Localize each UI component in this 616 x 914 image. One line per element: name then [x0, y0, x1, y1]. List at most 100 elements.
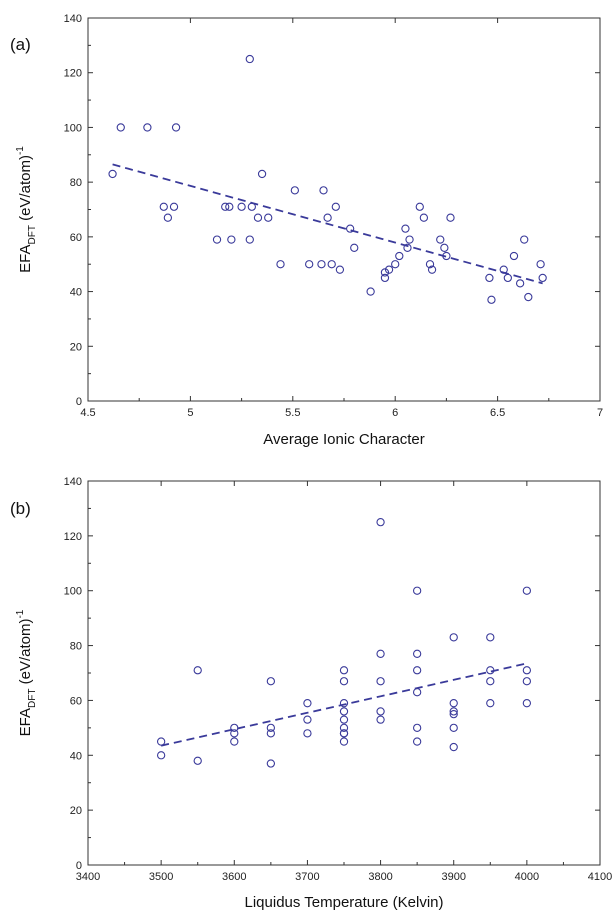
data-point [245, 54, 254, 64]
y-tick-label: 20 [70, 805, 82, 817]
data-point [425, 260, 435, 269]
data-point [317, 260, 326, 269]
data-point [339, 707, 349, 716]
data-point [339, 666, 349, 675]
data-point [303, 715, 312, 724]
y-tick-label: 0 [76, 396, 82, 408]
data-point [486, 699, 495, 708]
y-tick-label: 80 [70, 641, 82, 653]
data-point [449, 707, 458, 716]
y-tick-label: 60 [70, 695, 82, 707]
data-point [171, 123, 181, 132]
data-point [376, 715, 385, 724]
data-point [339, 715, 349, 724]
y-axis-label: EFADFT (eV/atom)-1 [15, 146, 38, 273]
data-point [412, 666, 422, 675]
data-point [327, 260, 336, 269]
x-axis-label: Average Ionic Character [263, 431, 424, 448]
data-point [442, 251, 451, 261]
y-tick-label: 140 [64, 13, 82, 25]
data-point [116, 123, 125, 132]
data-point [323, 213, 332, 222]
data-point [522, 666, 532, 675]
y-tick-label: 120 [64, 531, 82, 543]
data-point [436, 235, 445, 244]
data-point [143, 123, 152, 132]
data-point [412, 737, 422, 746]
y-axis-label: EFADFT (eV/atom)-1 [15, 609, 38, 736]
data-point [499, 265, 508, 274]
x-tick-label: 3700 [295, 871, 319, 883]
data-point [412, 723, 422, 733]
data-point [522, 699, 532, 708]
data-point [440, 243, 449, 252]
y-tick-label: 100 [64, 586, 82, 598]
y-axis-label-subscript: DFT [27, 689, 38, 708]
data-point [257, 169, 267, 179]
x-axis-label: Liquidus Temperature (Kelvin) [245, 894, 444, 911]
data-point [405, 235, 414, 244]
data-point [264, 213, 273, 222]
data-point [339, 677, 349, 686]
data-point [403, 243, 412, 252]
data-point [449, 742, 458, 752]
y-axis-label-main: EFA [17, 708, 34, 736]
x-tick-label: 3500 [149, 871, 173, 883]
data-point [339, 737, 349, 746]
data-point [487, 295, 496, 304]
data-point [486, 666, 495, 675]
data-point [253, 213, 263, 222]
data-point [485, 273, 494, 283]
data-point [427, 265, 437, 274]
data-point [376, 707, 385, 716]
data-point [449, 699, 458, 708]
data-point [350, 243, 359, 252]
data-point [266, 723, 276, 733]
data-point [230, 729, 239, 738]
panel-label: (b) [10, 499, 31, 518]
data-point [212, 235, 222, 244]
data-point [376, 517, 385, 527]
x-tick-label: 3900 [441, 871, 465, 883]
data-point [412, 649, 422, 658]
data-point [520, 235, 529, 244]
data-point [225, 202, 234, 211]
data-point [419, 213, 429, 222]
x-tick-label: 3400 [76, 871, 100, 883]
y-tick-label: 80 [70, 177, 82, 189]
data-point [247, 202, 256, 211]
y-tick-label: 140 [64, 476, 82, 488]
data-point [522, 586, 532, 595]
data-point [221, 202, 230, 211]
data-point [449, 709, 458, 719]
data-point [522, 677, 532, 686]
chart-panel-1: 4.5 5 5.5 6 6.5 7 0 20 40 60 80 100 120 140 (a) Average… [10, 13, 603, 448]
data-point [276, 260, 285, 269]
data-point [412, 586, 422, 595]
data-point [384, 265, 394, 274]
data-point [290, 186, 299, 195]
data-point [345, 224, 355, 233]
data-point [395, 251, 404, 261]
data-point [303, 699, 312, 708]
data-point [266, 729, 276, 738]
x-tick-label: 6.5 [490, 407, 505, 419]
data-point [503, 273, 512, 283]
y-tick-label: 40 [70, 287, 82, 299]
data-point [339, 699, 349, 708]
data-point [227, 235, 236, 244]
data-point [193, 756, 202, 765]
data-point [446, 213, 455, 222]
y-axis-label-subscript: DFT [27, 225, 38, 244]
y-axis-label-superscript: -1 [15, 146, 26, 155]
y-tick-label: 120 [64, 68, 82, 80]
trend-line [112, 163, 543, 285]
x-tick-label: 5.5 [285, 407, 300, 419]
y-tick-label: 100 [64, 122, 82, 134]
y-axis-label-main: EFA [17, 245, 34, 273]
y-axis-label-superscript: -1 [15, 609, 26, 618]
data-point [230, 737, 239, 746]
data-point [449, 723, 458, 733]
x-tick-label: 7 [597, 407, 603, 419]
